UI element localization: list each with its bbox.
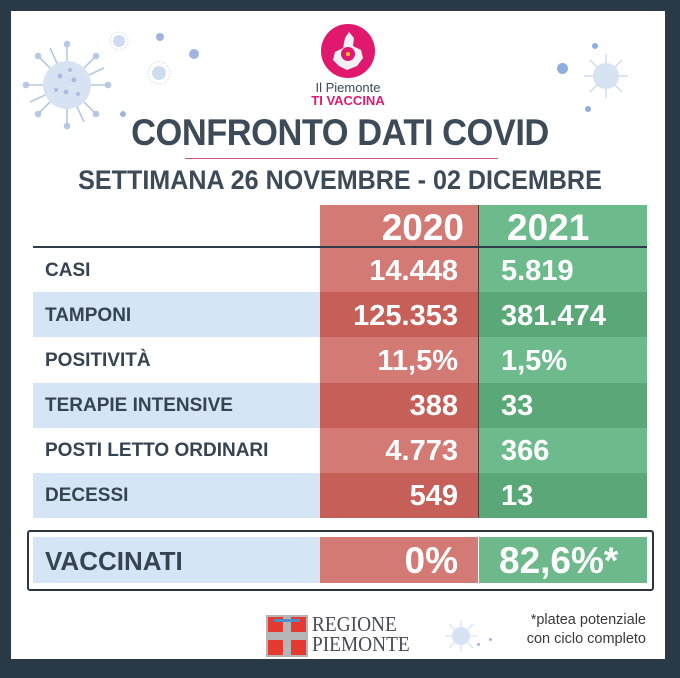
dot-icon (585, 106, 591, 112)
footnote: *platea potenziale con ciclo completo (500, 611, 646, 649)
row-label: CASI (45, 260, 91, 281)
value-2020: 549 (409, 480, 458, 512)
value-2021: 1,5% (501, 345, 568, 377)
column-2021-bg (479, 205, 647, 518)
regione-piemonte-wordmark: REGIONE PIEMONTE (312, 612, 410, 656)
vaccinated-label: VACCINATI (33, 537, 320, 583)
virus-icon (109, 31, 129, 51)
value-2021: 381.474 (501, 300, 606, 332)
value-2020: 11,5% (377, 345, 458, 377)
page-subtitle: SETTIMANA 26 NOVEMBRE - 02 DICEMBRE (78, 165, 602, 195)
piemonte-map-logo-icon (321, 24, 375, 78)
page-title: CONFRONTO DATI COVID (131, 112, 549, 153)
row-label: TAMPONI (45, 305, 132, 326)
row-band (320, 383, 478, 428)
virus-icon (584, 54, 628, 98)
row-band (479, 383, 647, 428)
column-divider (478, 205, 479, 518)
header-rule (33, 246, 647, 248)
vaccinated-2020: 0% (320, 537, 478, 583)
regione-piemonte-crest-icon (266, 615, 308, 657)
row-band (479, 473, 647, 518)
virus-icon (445, 620, 477, 652)
value-2021: 366 (501, 435, 550, 467)
region-line1: REGIONE (312, 612, 397, 636)
table-row: CASI 14.448 5.819 (33, 248, 647, 293)
dot-icon (189, 49, 199, 59)
row-label: POSTI LETTO ORDINARI (45, 440, 269, 461)
column-header-2020: 2020 (381, 207, 464, 248)
value-2020: 4.773 (385, 435, 458, 467)
column-2020-bg (320, 205, 478, 518)
value-2020: 388 (409, 390, 458, 422)
column-header-2021: 2021 (507, 207, 590, 248)
dot-icon (592, 43, 598, 49)
dot-icon (120, 111, 126, 117)
virus-icon (22, 40, 112, 130)
table-row: POSITIVITÀ 11,5% 1,5% (33, 338, 647, 383)
logo-line1: Il Piemonte (315, 80, 381, 95)
region-line2: PIEMONTE (312, 632, 410, 656)
dot-icon (489, 638, 492, 641)
virus-icon (147, 61, 171, 85)
logo-line2: TI VACCINA (311, 93, 385, 108)
table-row: DECESSI 549 13 (33, 473, 647, 518)
row-band (320, 292, 478, 337)
value-2021: 33 (501, 390, 534, 422)
table-row: POSTI LETTO ORDINARI 4.773 366 (33, 428, 647, 473)
dot-icon (477, 643, 480, 646)
row-label: DECESSI (45, 485, 129, 506)
value-2021: 5.819 (501, 255, 574, 287)
value-2020: 14.448 (369, 255, 458, 287)
table-row: TERAPIE INTENSIVE 388 33 (33, 383, 647, 428)
footnote-line2: con ciclo completo (526, 631, 646, 647)
table-row: TAMPONI 125.353 381.474 (33, 293, 647, 338)
vaccinated-2021: 82,6%* (479, 537, 647, 583)
footnote-line1: *platea potenziale (530, 612, 646, 628)
value-2021: 13 (501, 480, 534, 512)
dot-icon (557, 63, 568, 74)
row-band (320, 473, 478, 518)
title-underline (185, 158, 498, 159)
row-label: POSITIVITÀ (45, 350, 151, 371)
row-band (479, 292, 647, 337)
vaccinated-highlight-box (27, 530, 654, 591)
value-2020: 125.353 (353, 300, 458, 332)
dot-icon (156, 33, 164, 41)
row-label: TERAPIE INTENSIVE (45, 395, 233, 416)
